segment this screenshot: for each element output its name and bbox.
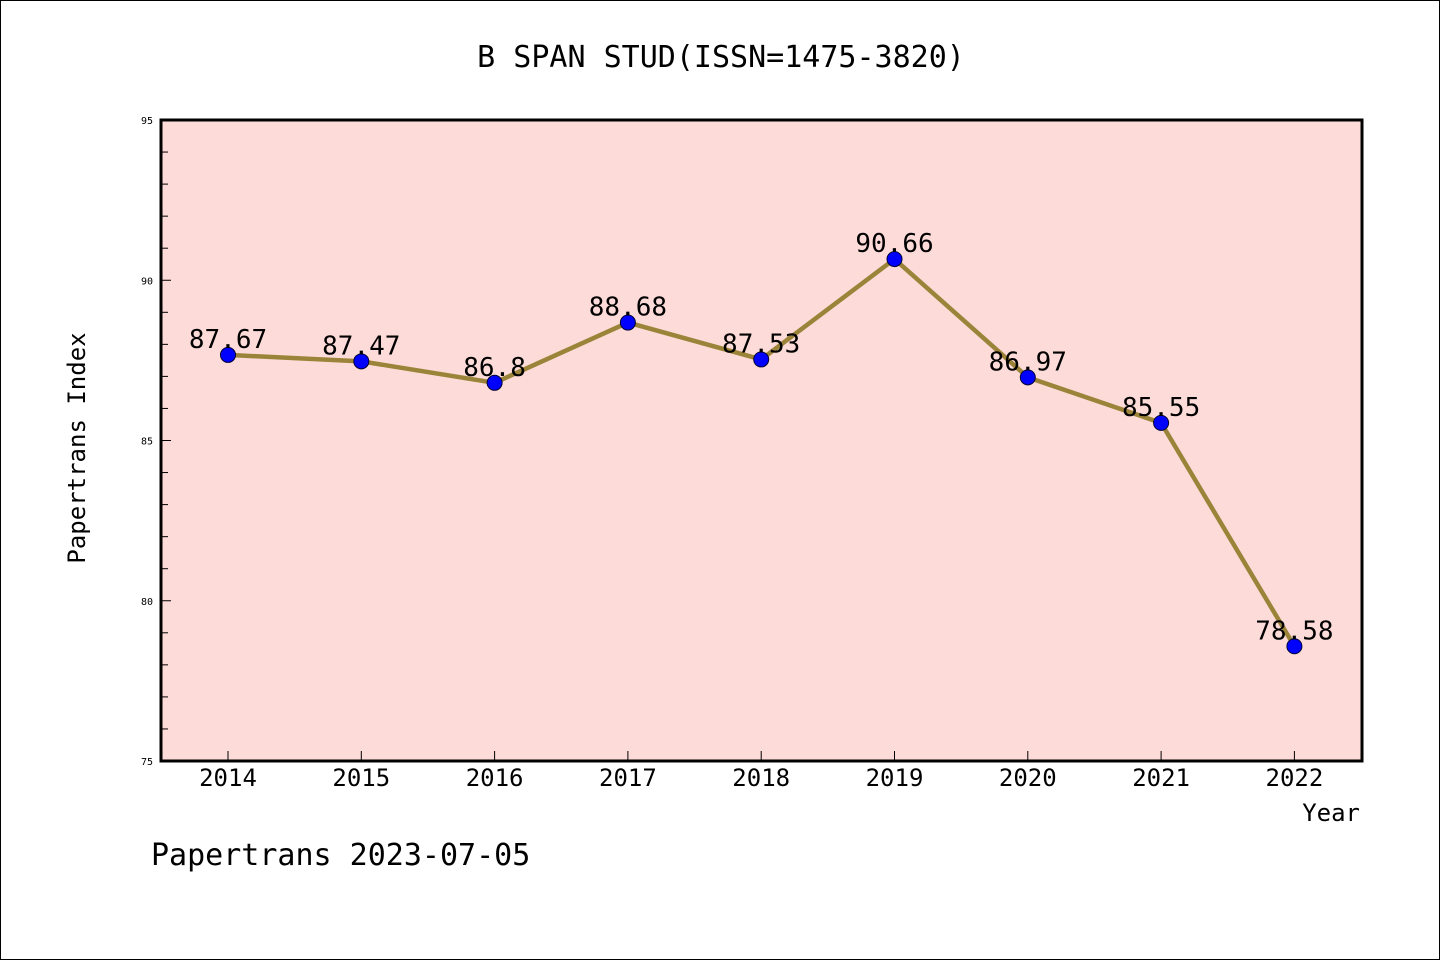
data-point bbox=[1153, 414, 1170, 431]
data-point bbox=[886, 251, 903, 268]
y-tick-label: 80 bbox=[141, 597, 153, 608]
x-axis-title: Year bbox=[1302, 799, 1360, 827]
x-axis-ticks: 2014 2015 2016 2017 2018 2019 2020 2021 2022 bbox=[199, 751, 1323, 792]
y-tick-label: 75 bbox=[141, 757, 153, 768]
x-tick-label: 2022 bbox=[1266, 764, 1324, 792]
y-axis-title: Papertrans Index bbox=[63, 332, 91, 563]
x-tick-label: 2016 bbox=[466, 764, 524, 792]
data-label: 87.67 bbox=[189, 325, 267, 355]
data-point bbox=[619, 314, 636, 331]
x-tick-label: 2017 bbox=[599, 764, 657, 792]
data-point bbox=[353, 353, 370, 370]
chart-title: B SPAN STUD(ISSN=1475-3820) bbox=[477, 40, 965, 75]
data-points bbox=[220, 251, 1303, 655]
x-tick-label: 2021 bbox=[1132, 764, 1190, 792]
x-tick-label: 2020 bbox=[999, 764, 1057, 792]
y-tick-label: 85 bbox=[141, 437, 153, 448]
data-label: 85.55 bbox=[1122, 393, 1200, 423]
data-point bbox=[220, 346, 236, 363]
data-label: 86.97 bbox=[989, 347, 1067, 377]
data-label: 88.68 bbox=[589, 293, 667, 323]
x-tick-label: 2014 bbox=[199, 764, 257, 792]
data-point bbox=[1019, 369, 1036, 386]
data-label: 86.8 bbox=[463, 353, 526, 383]
x-tick-label: 2019 bbox=[866, 764, 924, 792]
x-tick-label: 2015 bbox=[332, 764, 390, 792]
data-label: 78.58 bbox=[1255, 616, 1333, 646]
data-point bbox=[1286, 638, 1303, 655]
y-axis-ticks: 75 80 85 90 95 bbox=[141, 116, 171, 768]
data-labels: 87.67 87.47 86.8 88.68 87.53 90.66 86.97 85.55 7… bbox=[189, 229, 1334, 646]
data-label: 87.53 bbox=[722, 329, 800, 359]
x-tick-label: 2018 bbox=[732, 764, 790, 792]
data-label: 87.47 bbox=[322, 331, 400, 361]
y-tick-label: 90 bbox=[141, 276, 153, 287]
data-point bbox=[486, 374, 503, 391]
plot-area bbox=[159, 118, 1364, 763]
data-point bbox=[753, 351, 770, 368]
footer-caption: Papertrans 2023-07-05 bbox=[151, 838, 530, 873]
y-tick-label: 95 bbox=[141, 116, 153, 127]
data-label: 90.66 bbox=[855, 229, 933, 259]
